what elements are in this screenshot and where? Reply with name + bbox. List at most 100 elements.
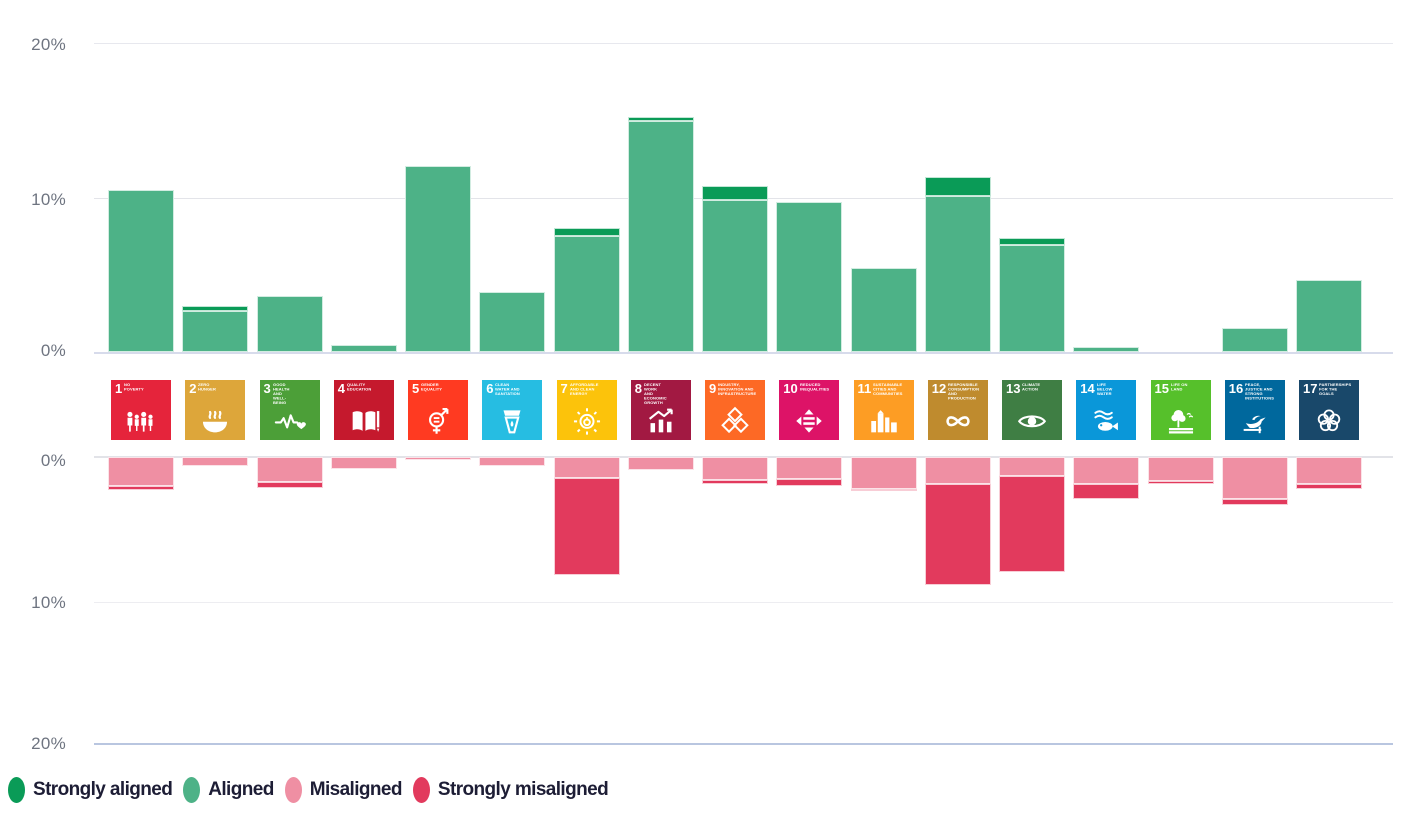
bar-down-sdg-16 bbox=[1221, 457, 1288, 505]
bar-up-sdg-1 bbox=[108, 189, 174, 352]
axis-tick-upper-20: 20% bbox=[31, 35, 66, 54]
sdg-number: 6 bbox=[486, 381, 494, 396]
bar-segment-misaligned[interactable] bbox=[924, 457, 991, 484]
bar-segment-strongly-misaligned[interactable] bbox=[702, 480, 768, 485]
bar-segment-strongly-misaligned[interactable] bbox=[1147, 480, 1214, 484]
bar-segment-strongly-misaligned[interactable] bbox=[999, 475, 1065, 573]
bar-segment-aligned[interactable] bbox=[1073, 346, 1140, 352]
bar-down-sdg-13 bbox=[999, 457, 1065, 573]
strongly-aligned-swatch-icon bbox=[8, 777, 25, 803]
bar-segment-strongly-aligned[interactable] bbox=[627, 116, 694, 122]
sdg-number: 12 bbox=[931, 381, 947, 396]
bar-segment-misaligned[interactable] bbox=[553, 457, 620, 478]
bar-segment-strongly-aligned[interactable] bbox=[999, 238, 1065, 246]
gridline-lower-20 bbox=[94, 743, 1393, 745]
bar-down-sdg-9 bbox=[702, 457, 768, 485]
bar-down-sdg-7 bbox=[553, 457, 620, 576]
aligned-swatch-icon bbox=[183, 777, 201, 803]
bar-segment-misaligned[interactable] bbox=[850, 457, 917, 489]
legend-item-strongly-aligned[interactable]: Strongly aligned bbox=[8, 777, 173, 803]
bar-segment-aligned[interactable] bbox=[256, 296, 323, 352]
bar-segment-aligned[interactable] bbox=[553, 235, 620, 352]
sdg-number: 8 bbox=[634, 381, 642, 396]
bar-segment-aligned[interactable] bbox=[702, 199, 768, 352]
sdg-title: CLEAN WATER AND SANITATION bbox=[495, 382, 521, 396]
bar-segment-strongly-misaligned[interactable] bbox=[1221, 498, 1288, 505]
bar-up-sdg-10 bbox=[776, 201, 843, 352]
bar-segment-strongly-misaligned[interactable] bbox=[850, 488, 917, 491]
bar-segment-aligned[interactable] bbox=[627, 121, 694, 352]
legend-item-misaligned[interactable]: Misaligned bbox=[284, 777, 403, 803]
bar-segment-strongly-misaligned[interactable] bbox=[553, 477, 620, 576]
bar-segment-strongly-aligned[interactable] bbox=[182, 305, 249, 311]
bar-segment-misaligned[interactable] bbox=[405, 457, 471, 460]
bar-segment-aligned[interactable] bbox=[405, 166, 471, 352]
legend-item-aligned[interactable]: Aligned bbox=[183, 777, 274, 803]
bar-segment-strongly-misaligned[interactable] bbox=[924, 483, 991, 586]
bar-up-sdg-9 bbox=[702, 186, 768, 352]
bar-segment-strongly-misaligned[interactable] bbox=[256, 481, 323, 488]
bar-segment-aligned[interactable] bbox=[1221, 328, 1288, 352]
bar-segment-aligned[interactable] bbox=[182, 311, 249, 352]
sdg-15-tree-icon: 15 LIFE ON LAND bbox=[1150, 380, 1211, 440]
bar-segment-misaligned[interactable] bbox=[702, 457, 768, 480]
bar-segment-misaligned[interactable] bbox=[256, 457, 323, 482]
bar-segment-misaligned[interactable] bbox=[330, 457, 397, 470]
bar-segment-misaligned[interactable] bbox=[627, 457, 694, 470]
bar-down-sdg-10 bbox=[776, 457, 843, 486]
bar-segment-misaligned[interactable] bbox=[182, 457, 249, 466]
bar-segment-strongly-misaligned[interactable] bbox=[1296, 483, 1362, 489]
bar-segment-strongly-aligned[interactable] bbox=[702, 186, 768, 200]
bar-segment-misaligned[interactable] bbox=[108, 457, 174, 486]
sdg-title: INDUSTRY, INNOVATION AND INFRASTRUCTURE bbox=[718, 382, 757, 396]
bar-down-sdg-11 bbox=[850, 457, 917, 491]
sdg-number: 5 bbox=[412, 381, 420, 396]
sdg-number: 4 bbox=[337, 381, 345, 396]
bar-segment-strongly-misaligned[interactable] bbox=[1073, 484, 1140, 499]
bar-segment-misaligned[interactable] bbox=[1147, 457, 1214, 481]
bar-segment-aligned[interactable] bbox=[999, 245, 1065, 352]
sdg-2-bowl-icon: 2 ZERO HUNGER bbox=[185, 380, 246, 440]
sdg-12-infinity-icon: 12 RESPONSIBLE CONSUMPTION AND PRODUCTION bbox=[927, 380, 988, 440]
bar-segment-strongly-aligned[interactable] bbox=[924, 177, 991, 197]
book-pencil-icon bbox=[352, 411, 380, 432]
bar-segment-aligned[interactable] bbox=[108, 189, 174, 352]
axis-tick-lower-10: 10% bbox=[31, 593, 66, 612]
sdg-number: 11 bbox=[857, 381, 872, 396]
legend-item-strongly-misaligned[interactable]: Strongly misaligned bbox=[412, 777, 609, 803]
sdg-title: ZERO HUNGER bbox=[198, 382, 217, 392]
bar-down-sdg-3 bbox=[256, 457, 323, 488]
sdg-3-heartbeat-icon: 3 GOOD HEALTH AND WELL-BEING bbox=[259, 380, 320, 440]
bar-segment-aligned[interactable] bbox=[776, 201, 843, 352]
bar-segment-aligned[interactable] bbox=[1296, 280, 1362, 352]
bar-segment-strongly-aligned[interactable] bbox=[553, 228, 620, 236]
sdg-number: 16 bbox=[1228, 381, 1244, 396]
sdg-title: AFFORDABLE AND CLEAN ENERGY bbox=[569, 382, 599, 396]
bar-up-sdg-4 bbox=[330, 345, 397, 352]
bar-segment-strongly-misaligned[interactable] bbox=[108, 485, 174, 491]
bar-segment-misaligned[interactable] bbox=[1221, 457, 1288, 499]
bar-down-sdg-12 bbox=[924, 457, 991, 586]
bar-segment-misaligned[interactable] bbox=[1296, 457, 1362, 484]
bar-segment-aligned[interactable] bbox=[330, 345, 397, 352]
legend: Strongly aligned Aligned Misaligned Stro… bbox=[8, 777, 609, 803]
gender-equality-icon bbox=[429, 408, 449, 434]
bar-segment-misaligned[interactable] bbox=[1073, 457, 1140, 485]
bar-segment-misaligned[interactable] bbox=[776, 457, 843, 480]
bar-segment-misaligned[interactable] bbox=[999, 457, 1065, 476]
sun-energy-icon bbox=[573, 408, 600, 435]
sdg-6-water-drop-icon: 6 CLEAN WATER AND SANITATION bbox=[482, 380, 543, 440]
axis-tick-upper-0: 0% bbox=[40, 341, 66, 360]
sdg-title: PEACE, JUSTICE AND STRONG INSTITUTIONS bbox=[1245, 382, 1275, 401]
bar-segment-aligned[interactable] bbox=[479, 291, 546, 352]
bar-segment-misaligned[interactable] bbox=[479, 457, 546, 466]
sdg-1-people-icon: 1 NO POVERTY bbox=[111, 380, 171, 440]
heartbeat-icon bbox=[274, 414, 306, 430]
bar-segment-strongly-misaligned[interactable] bbox=[776, 479, 843, 486]
bar-up-sdg-16 bbox=[1221, 328, 1288, 352]
bar-segment-aligned[interactable] bbox=[924, 196, 991, 352]
sdg-11-city-skyline-icon: 11 SUSTAINABLE CITIES AND COMMUNITIES bbox=[853, 380, 914, 440]
bar-segment-aligned[interactable] bbox=[850, 267, 917, 352]
circles-flower-icon bbox=[1317, 409, 1341, 432]
sdg-7-sun-energy-icon: 7 AFFORDABLE AND CLEAN ENERGY bbox=[556, 380, 617, 440]
